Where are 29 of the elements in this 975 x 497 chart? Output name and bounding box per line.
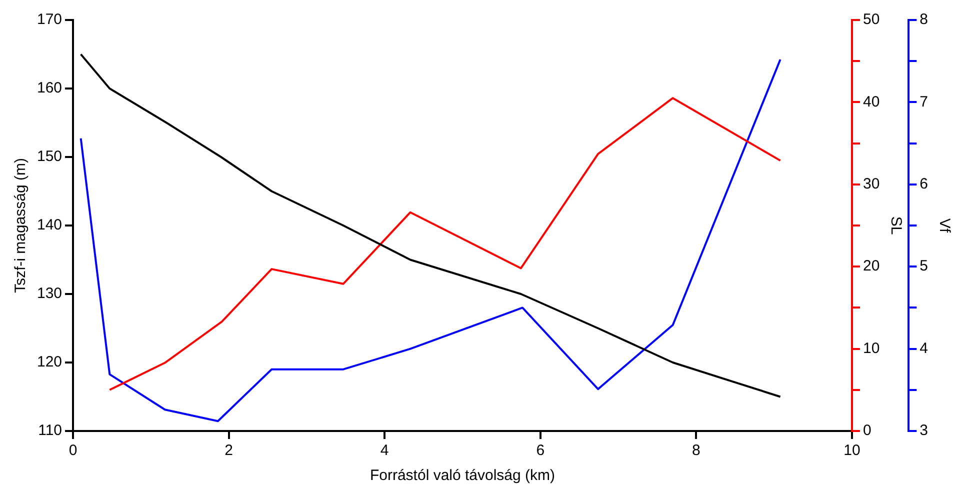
x-tick-label: 6: [536, 442, 545, 460]
y2-tick-label: 40: [862, 93, 880, 110]
y3-tick-label: 8: [920, 11, 928, 28]
x-tick-label: 10: [844, 442, 860, 460]
y2-axis-title: SL: [888, 216, 905, 235]
y3-tick-label: 6: [920, 176, 928, 193]
y3-tick-label: 5: [920, 258, 928, 275]
y-tick-label: 160: [36, 80, 62, 97]
x-tick-label: 4: [380, 442, 389, 460]
y-tick-label: 170: [36, 11, 62, 28]
y2-tick-label: 20: [862, 258, 880, 275]
x-tick-label: 8: [692, 442, 700, 460]
y-tick-label: 130: [36, 285, 62, 302]
y-tick-label: 120: [36, 354, 62, 371]
y-tick-label: 140: [36, 216, 62, 234]
y-tick-label: 110: [38, 422, 62, 440]
y2-tick-label: 50: [862, 11, 880, 28]
y3-tick-label: 3: [920, 422, 928, 440]
y-axis-title: Tszf-i magasság (m): [12, 158, 30, 294]
x-axis-title: Forrástól való távolság (km): [370, 467, 556, 484]
y2-tick-label: 10: [862, 340, 880, 357]
y3-tick-label: 7: [920, 93, 928, 110]
x-tick-label: 2: [224, 442, 233, 460]
x-tick-label: 0: [68, 442, 78, 460]
y-tick-label: 150: [36, 148, 62, 166]
y2-tick-label: 30: [862, 176, 880, 193]
y3-tick-label: 4: [920, 340, 928, 357]
y2-tick-label: 0: [862, 422, 872, 440]
y3-axis-title: Vf: [936, 218, 953, 234]
